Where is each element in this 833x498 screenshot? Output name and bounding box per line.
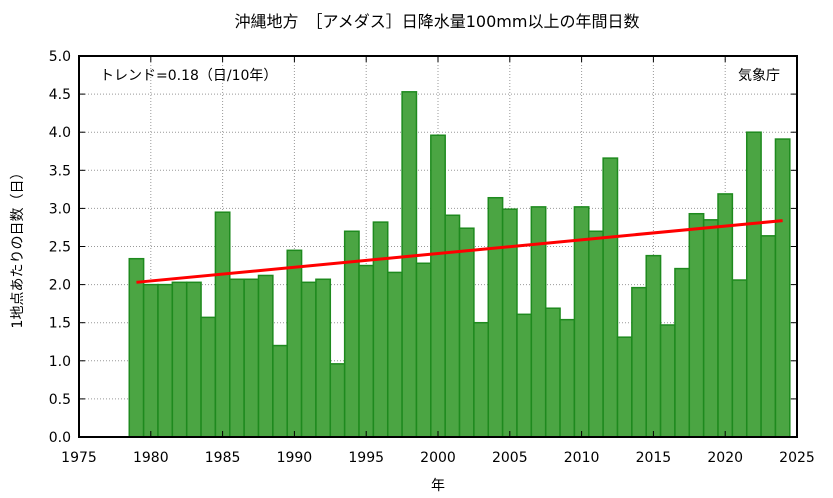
y-tick-label: 0.0 <box>49 430 71 446</box>
x-tick-label: 2010 <box>564 450 600 466</box>
bar-1990 <box>286 249 303 438</box>
bar-2013 <box>616 336 633 438</box>
bar-2002 <box>458 227 475 438</box>
y-axis-label: 1地点あたりの日数（日） <box>10 166 26 329</box>
bar-1996 <box>372 221 389 438</box>
bar-2008 <box>544 307 561 438</box>
bar-1993 <box>329 363 346 438</box>
bar-1998 <box>401 91 418 438</box>
bar-1983 <box>185 281 202 438</box>
bar-2004 <box>487 196 504 438</box>
bar-2018 <box>688 212 705 438</box>
axis-ticks: 1975 1980 1985 1990 1995 2000 2005 2010 2015 2020… <box>49 49 815 466</box>
y-tick-label: 1.0 <box>49 354 71 370</box>
bar-1997 <box>386 271 403 438</box>
x-axis-label: 年 <box>431 478 445 494</box>
y-tick-label: 5.0 <box>49 49 71 65</box>
bar-1980 <box>142 283 159 438</box>
bar-2024 <box>774 138 791 438</box>
bar-2000 <box>430 134 446 438</box>
bar-1992 <box>315 278 332 438</box>
bar-2020 <box>717 193 734 438</box>
y-tick-label: 3.0 <box>49 201 71 217</box>
bar-1985 <box>214 211 231 438</box>
bar-1995 <box>358 264 375 438</box>
bar-1999 <box>415 262 432 438</box>
bar-1984 <box>200 316 217 438</box>
x-tick-label: 1975 <box>61 450 97 466</box>
bar-1991 <box>300 281 317 438</box>
bar-2022 <box>745 131 762 438</box>
bar-1989 <box>272 344 288 438</box>
y-tick-label: 1.5 <box>49 316 71 332</box>
y-tick-label: 3.5 <box>49 163 71 179</box>
bar-2016 <box>659 324 676 438</box>
source-label: 気象庁 <box>738 68 780 84</box>
bar-2006 <box>516 313 533 438</box>
bar-2023 <box>760 235 777 438</box>
y-tick-label: 2.5 <box>49 240 71 256</box>
bar-1988 <box>257 274 274 438</box>
bar-2014 <box>631 286 647 438</box>
x-tick-label: 2000 <box>420 450 456 466</box>
x-tick-label: 2015 <box>636 450 672 466</box>
bar-1987 <box>243 278 260 438</box>
bar-2009 <box>559 318 576 438</box>
y-tick-label: 2.0 <box>49 278 71 294</box>
bar-2003 <box>473 321 490 438</box>
x-tick-label: 1980 <box>133 450 169 466</box>
x-tick-label: 2025 <box>779 450 815 466</box>
x-tick-label: 1985 <box>205 450 241 466</box>
trend-label: トレンド=0.18（日/10年） <box>100 68 277 84</box>
x-tick-label: 1995 <box>348 450 384 466</box>
x-tick-label: 1990 <box>277 450 313 466</box>
bar-2021 <box>731 279 748 438</box>
bar-1986 <box>229 278 245 438</box>
chart-title: 沖縄地方 ［アメダス］日降水量100mm以上の年間日数 <box>235 12 640 31</box>
bar-2017 <box>674 267 691 438</box>
x-tick-label: 2020 <box>707 450 743 466</box>
x-tick-label: 2005 <box>492 450 528 466</box>
y-tick-label: 0.5 <box>49 392 71 408</box>
bar-2007 <box>530 206 547 438</box>
bar-2015 <box>645 254 662 438</box>
y-tick-label: 4.5 <box>49 87 71 103</box>
bar-1979 <box>128 257 145 438</box>
bar-2019 <box>702 219 719 438</box>
bar-1981 <box>157 283 174 438</box>
bars <box>128 91 791 438</box>
bar-2001 <box>444 214 461 438</box>
bar-2012 <box>602 157 619 438</box>
bar-2011 <box>588 230 604 438</box>
bar-1982 <box>171 281 188 438</box>
trend-line <box>136 219 783 284</box>
y-tick-label: 4.0 <box>49 125 71 141</box>
bar-2005 <box>501 208 518 438</box>
